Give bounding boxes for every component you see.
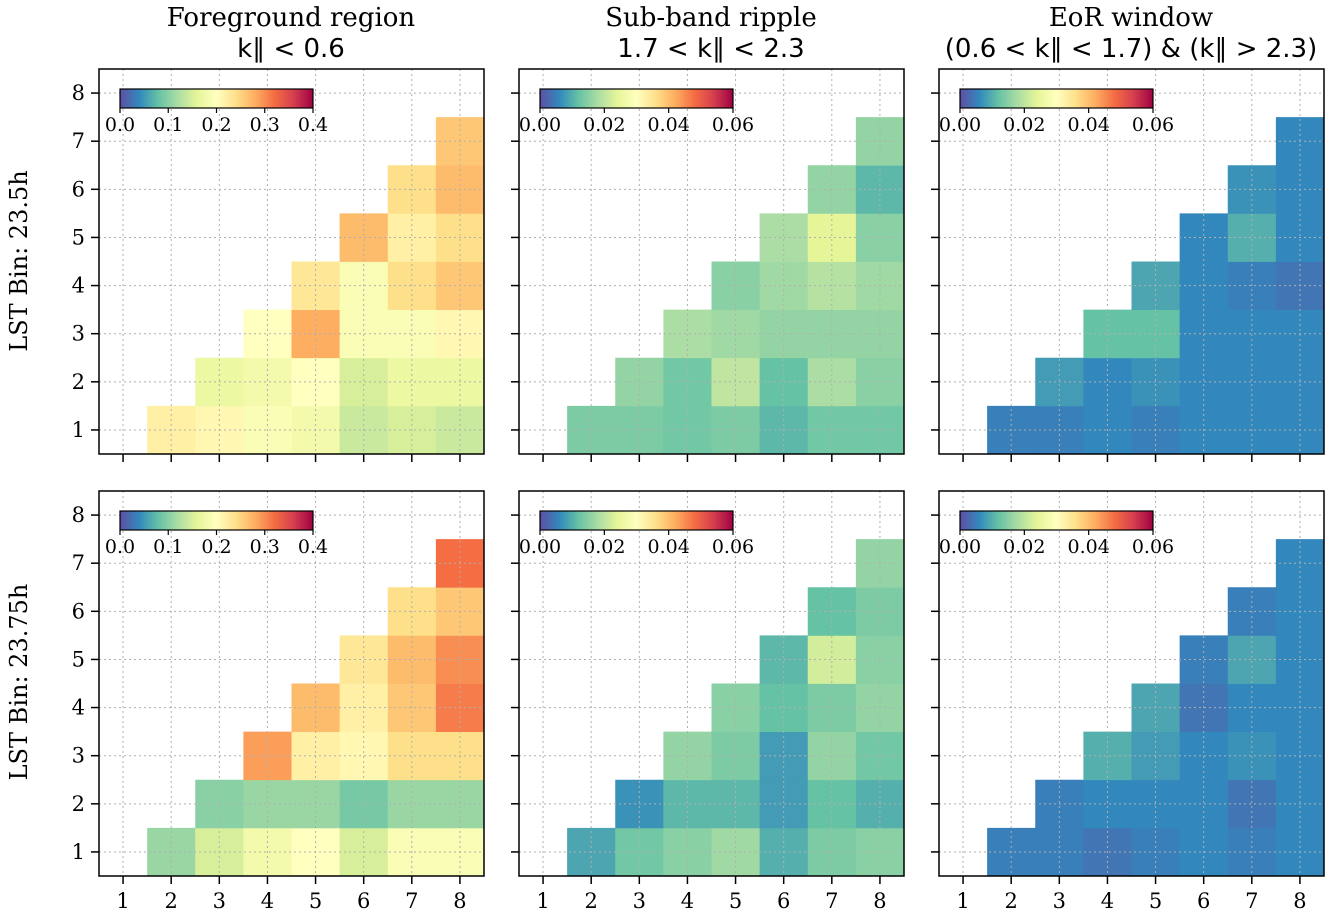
colorbar — [539, 88, 734, 109]
colorbar-tick-label: 0.1 — [153, 114, 183, 136]
colorbar-tick-label: 0.02 — [1003, 536, 1045, 558]
colorbar-tick-label: 0.3 — [250, 114, 280, 136]
colorbar-tick-label: 0.00 — [939, 114, 981, 136]
y-tick-label: 4 — [72, 274, 85, 298]
colorbar — [119, 510, 314, 531]
colorbar-tick-label: 0.06 — [712, 114, 754, 136]
x-tick-label: 7 — [405, 889, 418, 913]
y-tick-label: 2 — [72, 370, 85, 394]
x-tick-label: 4 — [1101, 889, 1114, 913]
heatmap-panel: 1 2 3 4 5 6 7 8 1 2 3 4 5 6 7 8 0.0 0.1 0.2 0.3 0.4 — [72, 490, 485, 913]
y-tick-label: 6 — [72, 177, 85, 201]
y-tick-label: 3 — [72, 322, 85, 346]
colorbar-tick-label: 0.04 — [648, 536, 690, 558]
colorbar-tick-label: 0.04 — [648, 114, 690, 136]
panel-frame — [938, 68, 1325, 455]
colorbar-tick-label: 0.02 — [583, 536, 625, 558]
column-title-line2: 1.7 < k∥ < 2.3 — [617, 34, 804, 64]
x-tick-label: 1 — [116, 889, 129, 913]
y-tick-label: 8 — [72, 503, 85, 527]
y-tick-label: 5 — [72, 647, 85, 671]
colorbar-tick-label: 0.4 — [298, 536, 328, 558]
panel-frame — [518, 490, 905, 877]
x-tick-label: 8 — [453, 889, 466, 913]
y-tick-label: 8 — [72, 81, 85, 105]
colorbar-tick-label: 0.00 — [939, 536, 981, 558]
colorbar — [959, 510, 1154, 531]
colorbar-tick-label: 0.06 — [1132, 536, 1174, 558]
x-tick-label: 2 — [1005, 889, 1018, 913]
colorbar-tick-label: 0.00 — [519, 536, 561, 558]
x-tick-label: 8 — [873, 889, 886, 913]
y-tick-label: 7 — [72, 551, 85, 575]
x-tick-label: 6 — [357, 889, 370, 913]
column-title-line1: Foreground region — [167, 3, 416, 33]
panel-frame — [938, 490, 1325, 877]
column-title-line2: (0.6 < k∥ < 1.7) & (k∥ > 2.3) — [945, 34, 1317, 64]
column-title-line1: Sub-band ripple — [605, 3, 817, 33]
colorbar-tick-label: 0.4 — [298, 114, 328, 136]
panel-frame — [98, 68, 485, 455]
x-tick-label: 2 — [585, 889, 598, 913]
colorbar-tick-label: 0.1 — [153, 536, 183, 558]
colorbar-tick-label: 0.0 — [105, 114, 135, 136]
x-tick-label: 5 — [309, 889, 322, 913]
column-title-line2: k∥ < 0.6 — [237, 34, 345, 64]
x-tick-label: 1 — [536, 889, 549, 913]
colorbar-tick-label: 0.0 — [105, 536, 135, 558]
x-tick-label: 8 — [1293, 889, 1306, 913]
column-title-subband: Sub-band ripple 1.7 < k∥ < 2.3 — [605, 3, 817, 64]
heatmap-panel: 1 2 3 4 5 6 7 8 0.00 0.02 0.04 0.06 — [931, 490, 1325, 913]
panel-frame — [98, 490, 485, 877]
x-tick-label: 7 — [1245, 889, 1258, 913]
y-tick-label: 7 — [72, 129, 85, 153]
colorbar — [119, 88, 314, 109]
column-title-foreground: Foreground region k∥ < 0.6 — [167, 3, 416, 64]
colorbar-tick-label: 0.02 — [1003, 114, 1045, 136]
x-tick-label: 3 — [1053, 889, 1066, 913]
colorbar-tick-label: 0.02 — [583, 114, 625, 136]
heatmap-panel: 0.00 0.02 0.04 0.06 — [511, 68, 905, 462]
colorbar-tick-label: 0.00 — [519, 114, 561, 136]
x-tick-label: 3 — [213, 889, 226, 913]
x-tick-label: 4 — [681, 889, 694, 913]
x-tick-label: 3 — [633, 889, 646, 913]
x-tick-label: 4 — [261, 889, 274, 913]
y-tick-label: 1 — [72, 418, 85, 442]
colorbar — [959, 88, 1154, 109]
y-tick-label: 1 — [72, 840, 85, 864]
panel-frame — [518, 68, 905, 455]
row-label-lst-23-75: LST Bin: 23.75h — [5, 584, 33, 781]
heatmap-panel: 0.00 0.02 0.04 0.06 — [931, 68, 1325, 462]
colorbar-tick-label: 0.06 — [712, 536, 754, 558]
y-tick-label: 2 — [72, 792, 85, 816]
colorbar-tick-label: 0.2 — [201, 536, 231, 558]
x-tick-label: 1 — [956, 889, 969, 913]
column-title-line1: EoR window — [1049, 3, 1213, 33]
colorbar-tick-label: 0.06 — [1132, 114, 1174, 136]
colorbar-tick-label: 0.04 — [1068, 114, 1110, 136]
y-tick-label: 4 — [72, 696, 85, 720]
y-tick-label: 6 — [72, 599, 85, 623]
heatmap-panel: 1 2 3 4 5 6 7 8 0.00 0.02 0.04 0.06 — [511, 490, 905, 913]
y-tick-label: 5 — [72, 225, 85, 249]
x-tick-label: 5 — [729, 889, 742, 913]
y-tick-label: 3 — [72, 744, 85, 768]
x-tick-label: 5 — [1149, 889, 1162, 913]
x-tick-label: 6 — [1197, 889, 1210, 913]
x-tick-label: 2 — [165, 889, 178, 913]
x-tick-label: 6 — [777, 889, 790, 913]
heatmap-panel: 1 2 3 4 5 6 7 8 0.0 0.1 0.2 0.3 0.4 — [72, 68, 485, 462]
column-title-eor: EoR window (0.6 < k∥ < 1.7) & (k∥ > 2.3) — [945, 3, 1317, 64]
colorbar-tick-label: 0.2 — [201, 114, 231, 136]
colorbar — [539, 510, 734, 531]
colorbar-tick-label: 0.3 — [250, 536, 280, 558]
x-tick-label: 7 — [825, 889, 838, 913]
row-label-lst-23-5: LST Bin: 23.5h — [5, 170, 33, 351]
colorbar-tick-label: 0.04 — [1068, 536, 1110, 558]
